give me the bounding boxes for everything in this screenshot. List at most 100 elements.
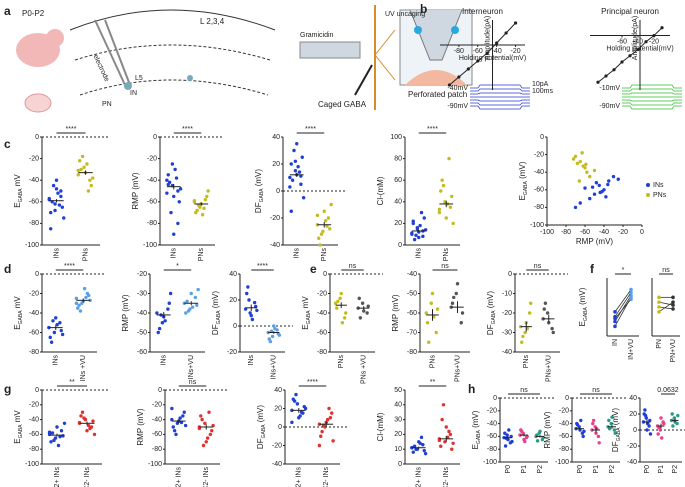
dot <box>170 162 175 166</box>
legend-label: INs <box>653 182 664 189</box>
x-tick-label: KCC2+ INs <box>416 467 423 487</box>
point <box>604 74 608 78</box>
significance: ** <box>69 379 75 386</box>
y-tick-label: -40 <box>534 169 544 176</box>
y-tick-label: 0 <box>35 271 39 278</box>
dot <box>551 330 555 335</box>
cell <box>187 75 193 81</box>
arrow <box>354 64 373 96</box>
dot <box>182 410 186 414</box>
dot <box>157 326 162 331</box>
dot <box>583 186 587 190</box>
dot <box>660 436 664 440</box>
dot <box>88 426 92 431</box>
dot <box>443 440 447 444</box>
pair-line <box>658 301 674 313</box>
panel-letter: h <box>468 382 475 396</box>
y-tick-label: -40 <box>502 349 512 356</box>
y-tick-label: 40 <box>394 199 402 206</box>
y-tick-label: -100 <box>148 461 162 468</box>
y-tick-label: -50 <box>407 290 417 297</box>
chart-title: Interneuron <box>462 7 503 16</box>
legend-label: PNs <box>653 192 667 199</box>
dot <box>425 321 430 325</box>
dot <box>80 410 85 414</box>
y-tick-label: -100 <box>25 242 39 249</box>
dot <box>358 316 363 320</box>
dot <box>505 433 509 437</box>
y-axis-label-part: (mV) <box>486 291 495 311</box>
dot <box>78 159 82 163</box>
molecule <box>414 26 422 34</box>
y-tick-label: -20 <box>147 155 157 162</box>
y-tick-label: 80 <box>394 155 402 162</box>
trace-label: -90mV <box>447 103 468 110</box>
y-tick-label: -80 <box>29 220 39 227</box>
uv-label: UV uncaging <box>385 11 425 18</box>
y-tick-label: 100 <box>390 134 402 141</box>
dot <box>290 178 295 182</box>
dot <box>503 431 507 435</box>
dot <box>89 183 94 188</box>
dot <box>319 434 323 438</box>
dot <box>592 168 597 173</box>
dot <box>277 333 282 337</box>
y-tick-label: -100 <box>25 461 39 468</box>
dot <box>290 420 294 425</box>
dot <box>594 431 598 435</box>
y-axis-label-part: GABA <box>491 310 497 325</box>
dot <box>288 175 292 180</box>
dot <box>575 423 580 427</box>
dot <box>657 295 661 300</box>
y-tick-label: 40 <box>394 402 402 409</box>
dot <box>295 142 299 146</box>
dot <box>322 209 326 213</box>
x-axis-label: Holding potential(mV) <box>606 45 673 52</box>
dot <box>523 439 527 444</box>
y-axis-label-part: (mV) <box>254 169 263 189</box>
point <box>476 59 480 63</box>
y-tick-label: 0 <box>493 395 497 402</box>
dot <box>412 444 417 448</box>
dot <box>344 311 348 315</box>
y-axis-label-part: GABA <box>18 188 24 203</box>
y-axis-label: EGABA (mV) <box>578 287 589 326</box>
x-tick-label: PNs+VU <box>546 355 553 382</box>
dot <box>56 191 60 195</box>
dot <box>272 324 276 328</box>
scale-label: 10pA <box>532 81 549 88</box>
dot <box>424 311 428 315</box>
dot <box>573 205 578 210</box>
point <box>660 26 664 30</box>
y-axis-label-part: RMP (mV) <box>131 172 140 210</box>
dot <box>270 334 275 339</box>
trace-label: -40mV <box>447 85 468 92</box>
dot <box>183 423 188 428</box>
dot <box>657 310 661 314</box>
dot <box>178 416 182 420</box>
y-tick-label: -100 <box>483 459 497 466</box>
dot <box>172 194 176 199</box>
y-axis-label-part: Cl-(mM) <box>376 412 385 441</box>
dot <box>447 156 451 161</box>
pup-head <box>46 29 64 47</box>
dot <box>357 296 361 301</box>
dot <box>250 317 255 322</box>
y-tick-label: 0 <box>398 461 402 468</box>
x-tick-label: PNs <box>82 248 89 262</box>
y-tick-label: 0 <box>278 424 282 431</box>
dot <box>62 216 66 220</box>
y-axis-label-part: E <box>13 324 22 329</box>
dot <box>49 227 53 231</box>
dot <box>455 282 460 286</box>
dot <box>447 429 451 434</box>
point <box>457 75 461 79</box>
y-axis-label-part: (mV) <box>518 161 527 181</box>
pair-line <box>614 292 632 317</box>
x-tick-label: PN+VU <box>670 339 677 363</box>
dot <box>163 319 167 323</box>
y-tick-label: 0 <box>398 242 402 249</box>
y-tick-label: -60 <box>152 431 162 438</box>
x-tick-label: -40 <box>599 229 609 236</box>
x-tick-label: IN+VU <box>628 339 635 360</box>
